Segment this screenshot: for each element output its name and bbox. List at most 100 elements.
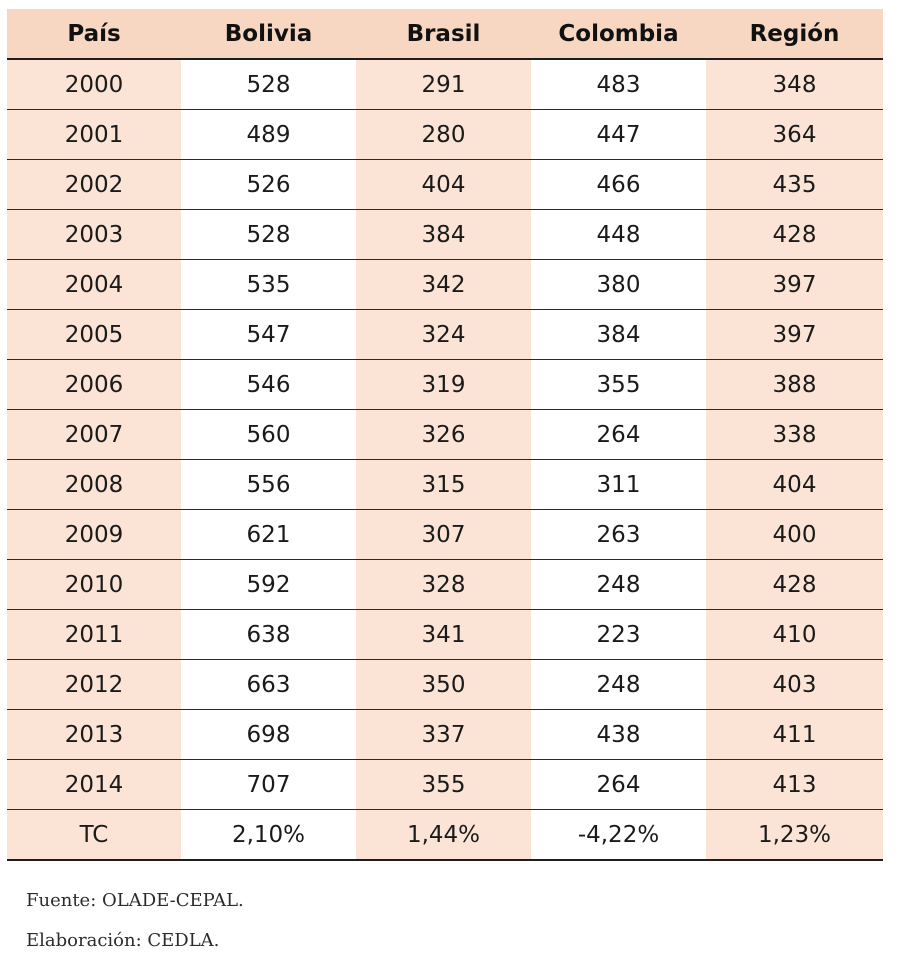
cell-brasil: 342: [356, 259, 531, 310]
cell-bolivia: 526: [181, 159, 356, 210]
cell-region: 428: [706, 559, 883, 610]
cell-bolivia: 489: [181, 109, 356, 160]
cell-bolivia: 546: [181, 359, 356, 410]
cell-year: TC: [7, 809, 181, 861]
cell-bolivia: 560: [181, 409, 356, 460]
cell-region: 404: [706, 459, 883, 510]
cell-year: 2008: [7, 459, 181, 510]
cell-bolivia: 707: [181, 759, 356, 810]
cell-brasil: 307: [356, 509, 531, 560]
cell-region: 348: [706, 59, 883, 110]
table-row: 2007 560 326 264 338: [7, 409, 883, 460]
header-pais: País: [7, 9, 181, 60]
cell-bolivia: 698: [181, 709, 356, 760]
table-row: 2006 546 319 355 388: [7, 359, 883, 410]
cell-brasil: 384: [356, 209, 531, 260]
cell-colombia: -4,22%: [531, 809, 706, 861]
table-row: 2004 535 342 380 397: [7, 259, 883, 310]
cell-region: 403: [706, 659, 883, 710]
table-row: 2014 707 355 264 413: [7, 759, 883, 810]
cell-year: 2000: [7, 59, 181, 110]
header-brasil: Brasil: [356, 9, 531, 60]
cell-year: 2007: [7, 409, 181, 460]
cell-region: 364: [706, 109, 883, 160]
table-body: 2000 528 291 483 348 2001 489 280 447 364 2002 526 4…: [7, 59, 883, 861]
cell-colombia: 447: [531, 109, 706, 160]
cell-region: 411: [706, 709, 883, 760]
cell-brasil: 326: [356, 409, 531, 460]
cell-region: 397: [706, 259, 883, 310]
header-region: Región: [706, 9, 883, 60]
table-row: 2005 547 324 384 397: [7, 309, 883, 360]
cell-bolivia: 528: [181, 59, 356, 110]
cell-bolivia: 547: [181, 309, 356, 360]
cell-brasil: 355: [356, 759, 531, 810]
cell-brasil: 280: [356, 109, 531, 160]
table-row: 2010 592 328 248 428: [7, 559, 883, 610]
cell-region: 1,23%: [706, 809, 883, 861]
cell-region: 410: [706, 609, 883, 660]
cell-brasil: 337: [356, 709, 531, 760]
cell-region: 435: [706, 159, 883, 210]
table-row: 2008 556 315 311 404: [7, 459, 883, 510]
cell-bolivia: 663: [181, 659, 356, 710]
header-row: País Bolivia Brasil Colombia Región: [7, 9, 883, 60]
cell-brasil: 404: [356, 159, 531, 210]
cell-brasil: 315: [356, 459, 531, 510]
cell-colombia: 384: [531, 309, 706, 360]
table-row: 2013 698 337 438 411: [7, 709, 883, 760]
cell-year: 2006: [7, 359, 181, 410]
elaboration-note: Elaboración: CEDLA.: [26, 930, 220, 951]
cell-region: 413: [706, 759, 883, 810]
cell-colombia: 248: [531, 659, 706, 710]
cell-bolivia: 621: [181, 509, 356, 560]
cell-region: 388: [706, 359, 883, 410]
cell-colombia: 264: [531, 759, 706, 810]
cell-colombia: 355: [531, 359, 706, 410]
cell-colombia: 438: [531, 709, 706, 760]
cell-year: 2013: [7, 709, 181, 760]
cell-brasil: 324: [356, 309, 531, 360]
cell-year: 2011: [7, 609, 181, 660]
cell-year: 2010: [7, 559, 181, 610]
cell-brasil: 291: [356, 59, 531, 110]
table-row: 2003 528 384 448 428: [7, 209, 883, 260]
table-row: 2009 621 307 263 400: [7, 509, 883, 560]
cell-year: 2001: [7, 109, 181, 160]
notes: Fuente: OLADE-CEPAL. Elaboración: CEDLA.: [26, 886, 244, 966]
cell-year: 2004: [7, 259, 181, 310]
cell-brasil: 319: [356, 359, 531, 410]
header-bolivia: Bolivia: [181, 9, 356, 60]
cell-bolivia: 528: [181, 209, 356, 260]
data-table: País Bolivia Brasil Colombia Región 2000…: [7, 9, 883, 861]
cell-year: 2002: [7, 159, 181, 210]
cell-region: 397: [706, 309, 883, 360]
cell-year: 2014: [7, 759, 181, 810]
cell-brasil: 328: [356, 559, 531, 610]
cell-colombia: 483: [531, 59, 706, 110]
cell-bolivia: 2,10%: [181, 809, 356, 861]
cell-region: 400: [706, 509, 883, 560]
cell-brasil: 1,44%: [356, 809, 531, 861]
cell-colombia: 380: [531, 259, 706, 310]
cell-bolivia: 535: [181, 259, 356, 310]
cell-year: 2012: [7, 659, 181, 710]
cell-brasil: 350: [356, 659, 531, 710]
cell-colombia: 264: [531, 409, 706, 460]
cell-bolivia: 556: [181, 459, 356, 510]
table-row: 2000 528 291 483 348: [7, 59, 883, 110]
table-row: 2012 663 350 248 403: [7, 659, 883, 710]
table-row: 2011 638 341 223 410: [7, 609, 883, 660]
cell-colombia: 311: [531, 459, 706, 510]
cell-colombia: 448: [531, 209, 706, 260]
cell-region: 338: [706, 409, 883, 460]
header-colombia: Colombia: [531, 9, 706, 60]
cell-year: 2003: [7, 209, 181, 260]
cell-region: 428: [706, 209, 883, 260]
cell-colombia: 248: [531, 559, 706, 610]
table-row: 2002 526 404 466 435: [7, 159, 883, 210]
tc-row: TC 2,10% 1,44% -4,22% 1,23%: [7, 809, 883, 861]
cell-bolivia: 592: [181, 559, 356, 610]
cell-colombia: 466: [531, 159, 706, 210]
cell-year: 2005: [7, 309, 181, 360]
